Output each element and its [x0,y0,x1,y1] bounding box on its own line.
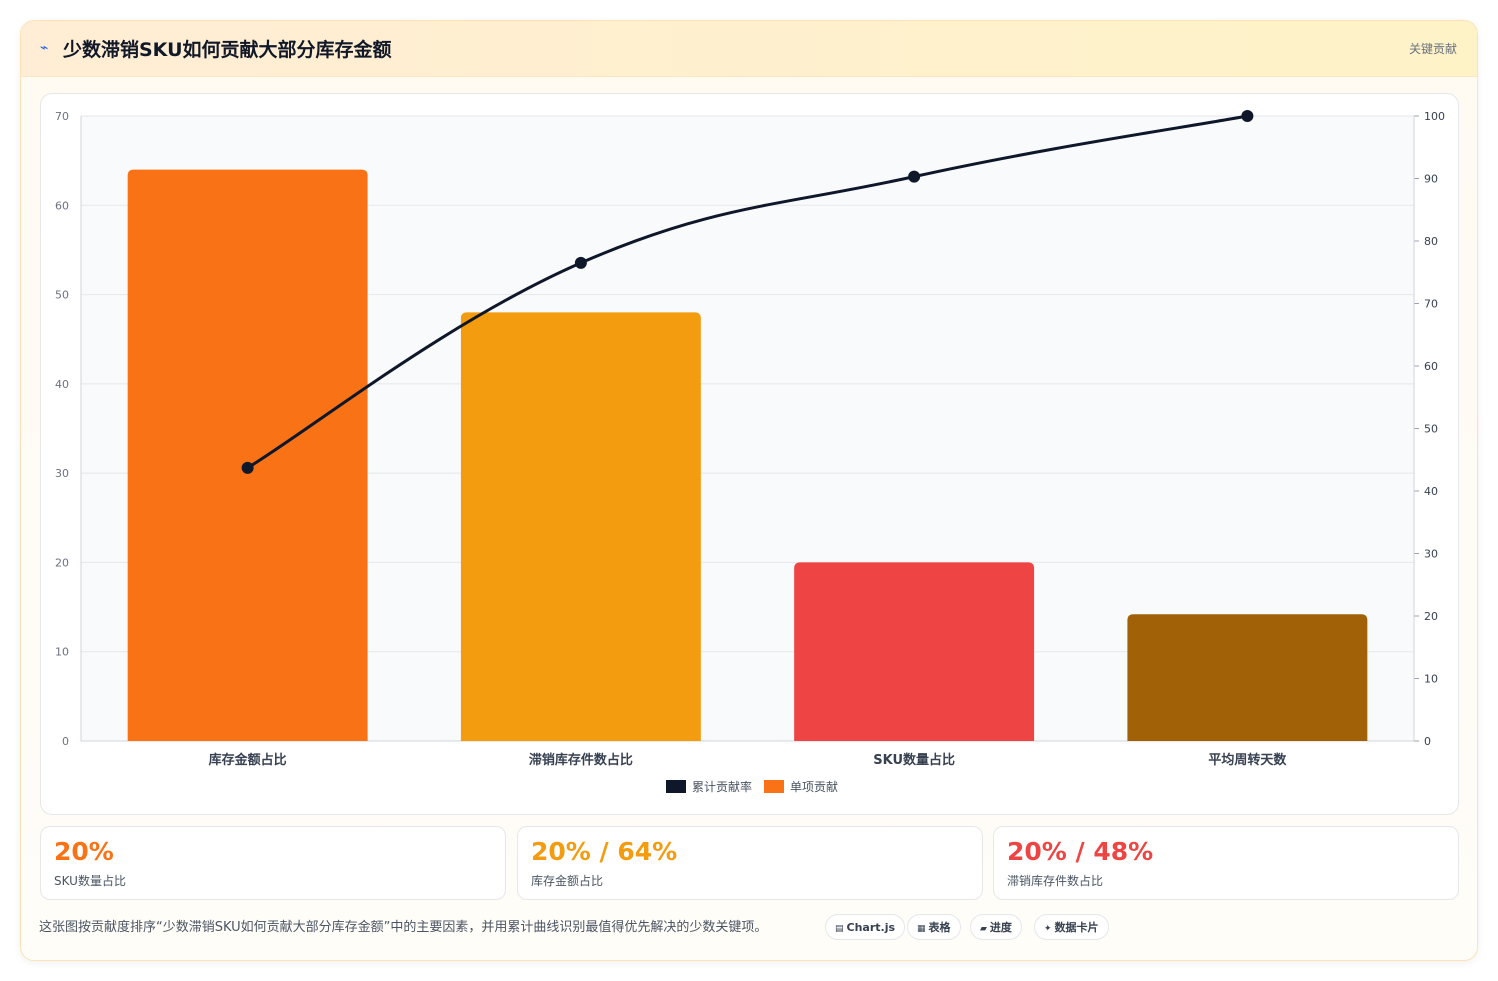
bar [794,562,1035,741]
table-icon: ▦ [917,924,926,934]
y-right-tick-label: 70 [1424,298,1438,311]
tag-label: 表格 [928,921,951,934]
cumulative-point [241,461,254,474]
x-tick-label: 库存金额占比 [209,752,287,768]
y-left-tick-label: 40 [55,378,69,391]
y-right-tick-label: 20 [1424,610,1438,623]
y-left-tick-label: 30 [55,467,69,480]
header-badge: 关键贡献 [1408,42,1457,56]
card-header: ⌁ 少数滞销SKU如何贡献大部分库存金额 关键贡献 [21,21,1477,77]
tag-progress[interactable]: ▰ 进度 [970,914,1022,940]
y-left-tick-label: 50 [55,289,69,302]
pareto-chart: 0 10 20 30 40 50 60 70 0 10 20 30 40 50 60 70 80 90 100 库存金… [55,110,1445,794]
tag-chartjs[interactable]: ▤ Chart.js [825,914,906,940]
bar [460,312,701,741]
y-right-tick-label: 0 [1424,735,1431,748]
progress-icon: ▰ [980,924,987,934]
x-tick-label: SKU数量占比 [873,752,955,768]
x-tick-label: 平均周转天数 [1208,752,1287,768]
bar [1127,614,1368,741]
stat-label: SKU数量占比 [54,874,126,888]
stat-value: 20% / 48% [1007,837,1154,866]
y-right-tick-label: 50 [1424,423,1438,436]
tag-table[interactable]: ▦ 表格 [907,914,961,940]
tag-data-card[interactable]: ✦ 数据卡片 [1034,914,1109,940]
stats-row: 20% SKU数量占比 20% / 64% 库存金额占比 20% / 48% 滞… [40,826,1460,900]
cumulative-line [246,114,1248,470]
y-right-tick-label: 10 [1424,673,1438,686]
stat-value: 20% / 64% [531,837,678,866]
card-icon: ✦ [1044,924,1052,934]
stat-card: 20% / 48% 滞销库存件数占比 [993,826,1459,900]
legend-label: 单项贡献 [790,779,838,794]
legend-swatch [764,780,784,793]
y-right-tick-label: 80 [1424,235,1438,248]
y-right-tick-label: 100 [1424,110,1445,123]
chart-description: 这张图按贡献度排序“少数滞销SKU如何贡献大部分库存金额”中的主要因素，并用累计… [39,920,768,935]
stat-card: 20% / 64% 库存金额占比 [517,826,983,900]
y-right-tick-label: 30 [1424,548,1438,561]
y-right-tick-label: 40 [1424,485,1438,498]
bar [127,169,368,742]
y-right-tick-label: 90 [1424,173,1438,186]
chart-panel: 0 10 20 30 40 50 60 70 0 10 20 30 40 50 60 70 80 90 100 库存金… [40,93,1459,815]
chart-icon: ▤ [835,924,844,934]
tag-label: 数据卡片 [1054,921,1099,934]
cumulative-point [908,170,921,183]
y-left-tick-label: 70 [55,110,69,123]
legend-swatch [666,780,686,793]
lightning-icon: ⌁ [40,40,49,56]
stat-value: 20% [54,837,114,866]
tag-label: 进度 [989,921,1012,934]
stat-label: 滞销库存件数占比 [1007,874,1104,888]
y-left-tick-label: 0 [62,735,69,748]
legend-label: 累计贡献率 [692,779,752,794]
cumulative-point [574,256,587,269]
stat-label: 库存金额占比 [531,874,604,888]
y-left-tick-label: 60 [55,199,69,212]
y-left-tick-label: 10 [55,646,69,659]
chart-card: ⌁ 少数滞销SKU如何贡献大部分库存金额 关键贡献 0 10 20 30 40 50 60 7… [20,20,1478,961]
stat-card: 20% SKU数量占比 [40,826,506,900]
tag-label: Chart.js [846,921,896,934]
x-tick-label: 滞销库存件数占比 [529,752,633,768]
cumulative-point [1241,110,1254,122]
page-title: 少数滞销SKU如何贡献大部分库存金额 [63,39,392,61]
y-right-tick-label: 60 [1424,360,1438,373]
y-left-tick-label: 20 [55,556,69,569]
